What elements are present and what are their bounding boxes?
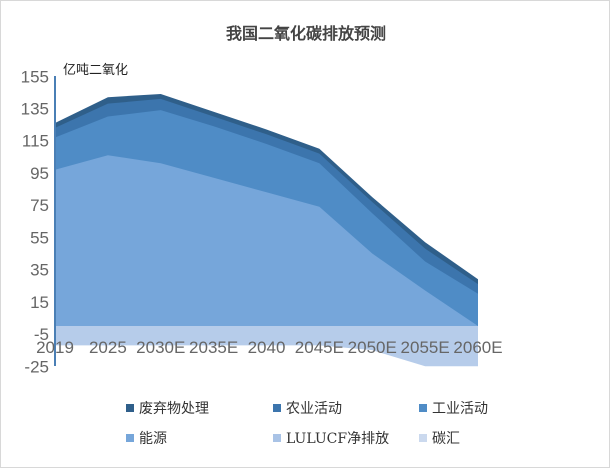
y-tick-label: 155 (21, 67, 49, 86)
y-tick-label: -25 (24, 357, 49, 376)
x-tick-label: 2045E (295, 338, 344, 357)
y-tick-label: 135 (21, 100, 49, 119)
chart-title: 我国二氧化碳排放预测 (226, 24, 386, 43)
x-tick-label: 2060E (453, 338, 502, 357)
y-tick-label: 75 (30, 196, 49, 215)
legend-swatch (419, 404, 427, 412)
negative-area-0 (55, 326, 478, 367)
legend-item: 废弃物处理 (126, 401, 209, 417)
legend-item: 农业活动 (273, 401, 342, 417)
y-tick-label: 55 (30, 228, 49, 247)
legend-label: 废弃物处理 (139, 401, 209, 417)
y-tick-label: -5 (34, 325, 49, 344)
y-tick-label: 35 (30, 261, 49, 280)
legend-swatch (419, 434, 427, 442)
x-tick-label: 2025 (89, 338, 127, 357)
legend-label: 碳汇 (432, 431, 460, 447)
area-3 (55, 155, 478, 326)
legend-item: 工业活动 (419, 401, 488, 417)
legend-label: 能源 (139, 431, 167, 447)
x-tick-label: 2050E (348, 338, 397, 357)
legend-item: 能源 (126, 431, 167, 447)
legend-swatch (273, 434, 281, 442)
legend-item: 碳汇 (419, 431, 460, 447)
y-axis-unit: 亿吨二氧化 (63, 63, 128, 78)
y-tick-label: 95 (30, 164, 49, 183)
x-tick-label: 2040 (248, 338, 286, 357)
legend-label: 工业活动 (432, 401, 488, 417)
y-tick-label: 15 (30, 293, 49, 312)
legend-item: LULUCF净排放 (273, 431, 389, 447)
x-tick-label: 2035E (189, 338, 238, 357)
y-tick-label: 115 (22, 132, 49, 151)
legend-swatch (126, 434, 134, 442)
legend-label: 农业活动 (286, 401, 342, 417)
legend-swatch (126, 404, 134, 412)
x-tick-label: 2030E (136, 338, 185, 357)
x-tick-label: 2019 (36, 338, 74, 357)
legend-label: LULUCF净排放 (286, 431, 389, 447)
legend-swatch (273, 404, 281, 412)
x-tick-label: 2055E (401, 338, 450, 357)
